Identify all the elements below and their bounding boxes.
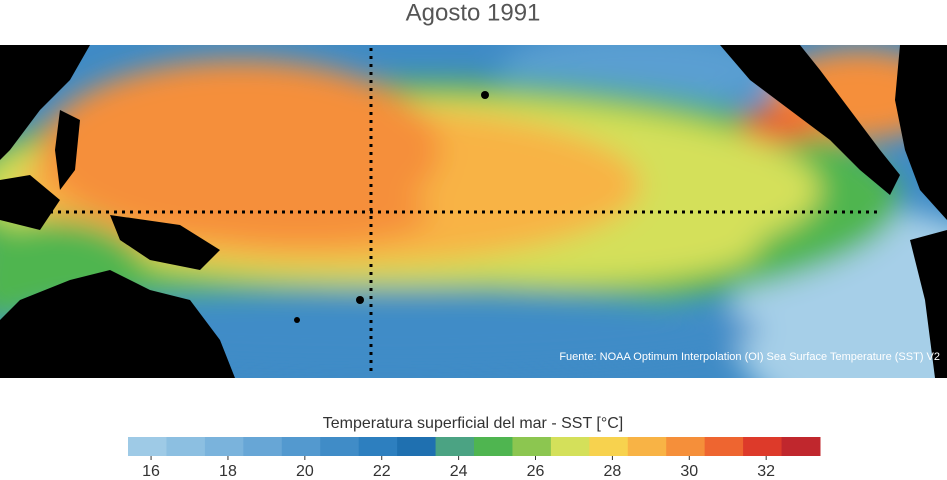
land (55, 110, 80, 190)
colorbar-tick-label: 18 (219, 463, 237, 480)
colorbar-tick-label: 30 (680, 463, 698, 480)
sst-map: Fuente: NOAA Optimum Interpolation (OI) … (0, 45, 947, 378)
colorbar-segment (397, 437, 437, 456)
colorbar-segment (128, 437, 167, 456)
colorbar-segment (281, 437, 321, 456)
colorbar-tick-label: 32 (757, 463, 775, 480)
land (910, 230, 947, 378)
land (0, 175, 60, 230)
colorbar-segment (666, 437, 706, 456)
colorbar-tick-label: 28 (604, 463, 622, 480)
colorbar-segment (781, 437, 821, 456)
land (895, 45, 947, 220)
colorbar-tick-label: 20 (296, 463, 314, 480)
colorbar-tick-label: 16 (142, 463, 160, 480)
colorbar-segment (512, 437, 552, 456)
colorbar-tick-label: 22 (373, 463, 391, 480)
colorbar-label: Temperatura superficial del mar - SST [°… (323, 415, 623, 432)
land (294, 317, 300, 323)
colorbar-segment (627, 437, 667, 456)
colorbar-segment (166, 437, 206, 456)
land (720, 45, 900, 195)
colorbar-segment (550, 437, 590, 456)
title: Agosto 1991 (406, 0, 541, 26)
colorbar-tick-label: 24 (450, 463, 468, 480)
colorbar-segment (204, 437, 244, 456)
colorbar-segment (435, 437, 475, 456)
colorbar: 16 18 20 22 24 26 28 30 32 (128, 437, 821, 480)
land (110, 215, 220, 270)
colorbar-segment (320, 437, 360, 456)
land (481, 91, 489, 99)
colorbar-segment (589, 437, 629, 456)
land (0, 45, 90, 160)
colorbar-segment (474, 437, 513, 456)
colorbar-tick-label: 26 (527, 463, 545, 480)
colorbar-segment (358, 437, 398, 456)
colorbar-segment (704, 437, 744, 456)
colorbar-segment (243, 437, 283, 456)
source-note: Fuente: NOAA Optimum Interpolation (OI) … (559, 351, 940, 363)
colorbar-segment (743, 437, 783, 456)
land (0, 270, 235, 378)
land (356, 296, 364, 304)
